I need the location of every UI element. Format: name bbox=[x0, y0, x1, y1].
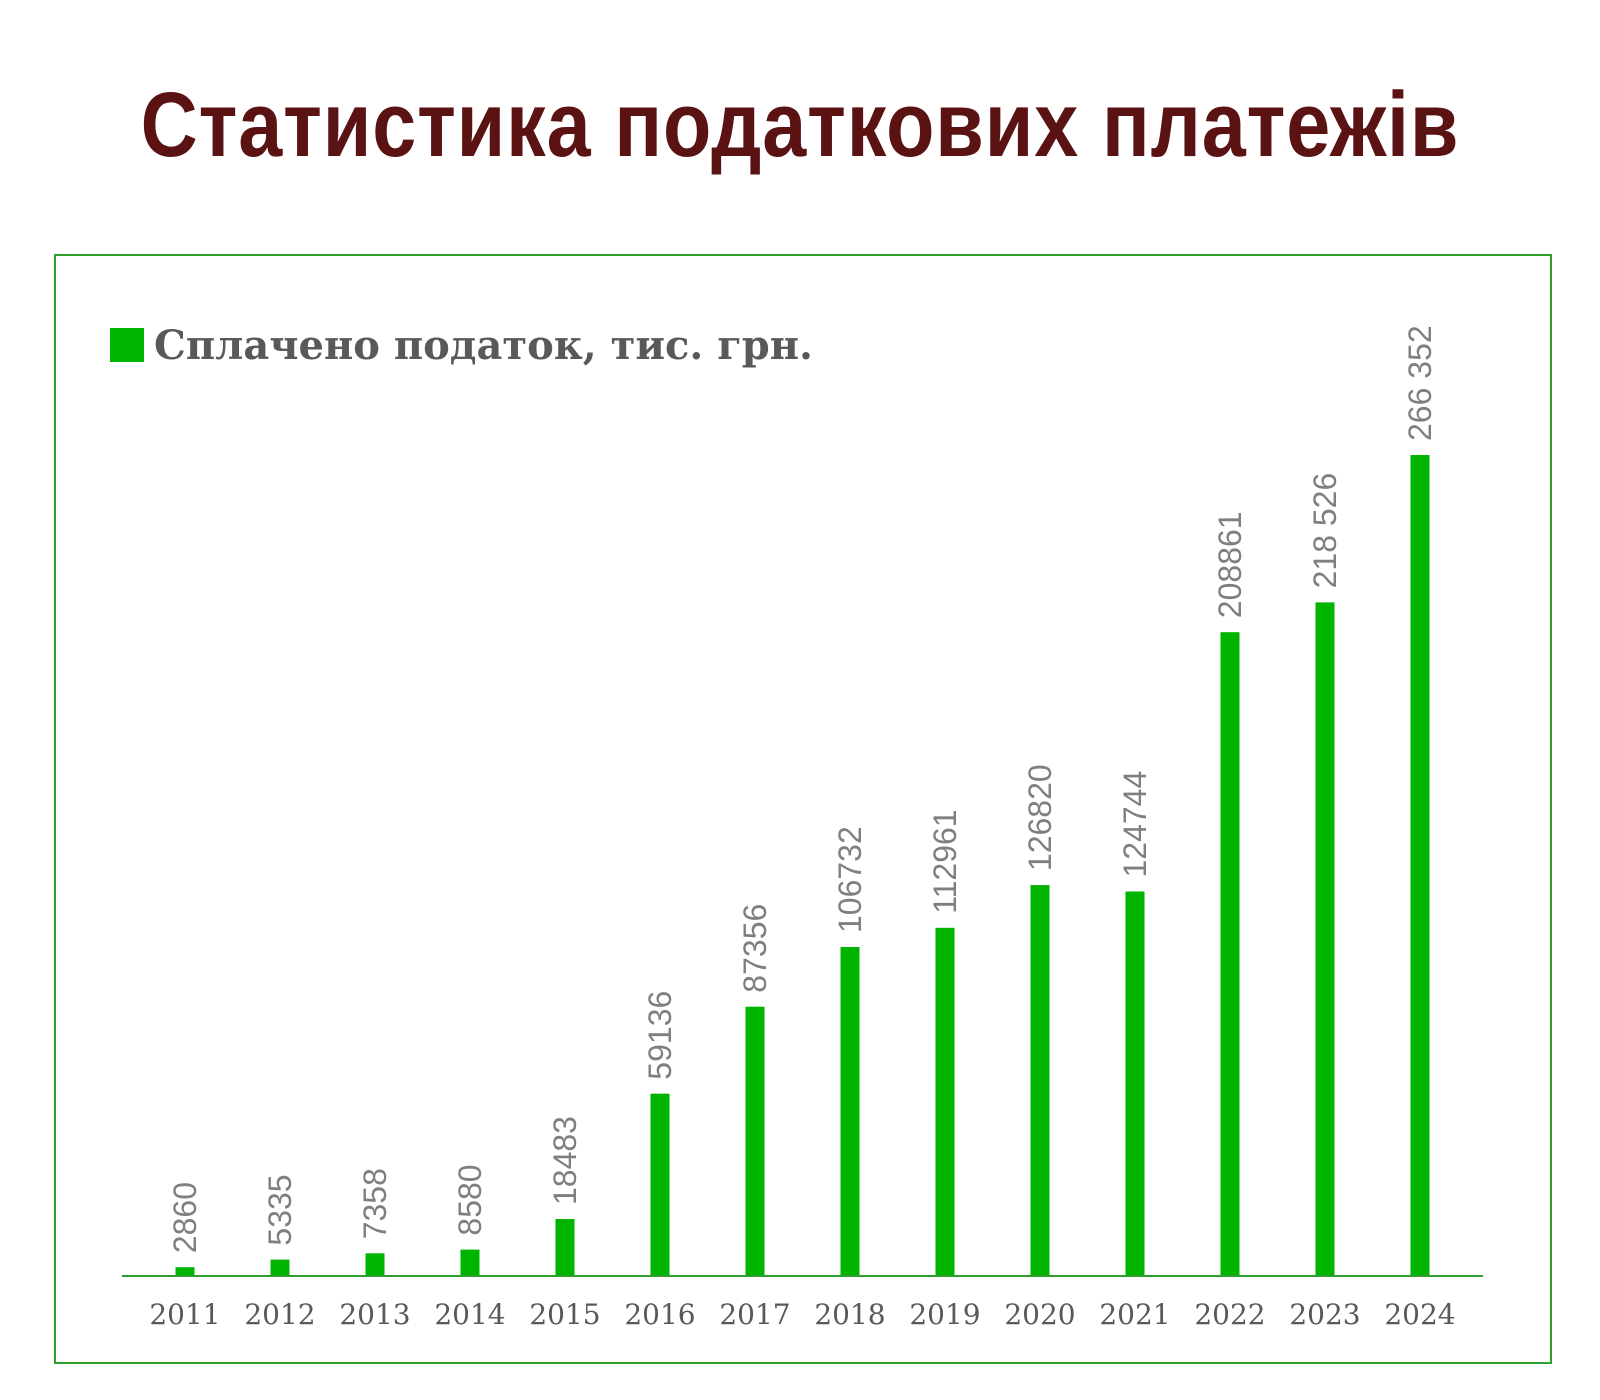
bar-2020 bbox=[1030, 885, 1050, 1276]
data-label-2015: 18483 bbox=[547, 1116, 583, 1205]
x-tick-label-2020: 2020 bbox=[1004, 1298, 1075, 1331]
x-tick-label-2015: 2015 bbox=[529, 1298, 600, 1331]
bar-2014 bbox=[460, 1249, 480, 1276]
legend-swatch bbox=[110, 328, 144, 362]
bar-2019 bbox=[935, 927, 955, 1276]
data-label-2011: 2860 bbox=[167, 1182, 203, 1253]
x-tick-labels-layer: 2011 2012 2013 2014 2015 2016 2017 2018 2019 2020… bbox=[149, 1298, 1455, 1331]
data-label-2021: 124744 bbox=[1117, 771, 1153, 878]
x-tick-label-2011: 2011 bbox=[149, 1298, 220, 1331]
bar-2022 bbox=[1220, 632, 1240, 1276]
bar-2021 bbox=[1125, 891, 1145, 1276]
page-title: Статистика податкових платежів bbox=[140, 74, 1460, 176]
x-tick-label-2012: 2012 bbox=[244, 1298, 315, 1331]
legend-label: Сплачено податок, тис. грн. bbox=[154, 321, 813, 369]
bar-2015 bbox=[555, 1219, 575, 1276]
legend: Сплачено податок, тис. грн. bbox=[110, 321, 813, 369]
data-label-2014: 8580 bbox=[452, 1164, 488, 1235]
x-tick-label-2014: 2014 bbox=[434, 1298, 505, 1331]
data-label-2017: 87356 bbox=[737, 904, 773, 993]
x-tick-label-2022: 2022 bbox=[1194, 1298, 1265, 1331]
data-label-2020: 126820 bbox=[1022, 764, 1058, 871]
data-label-2024: 266 352 bbox=[1402, 325, 1438, 441]
data-label-2012: 5335 bbox=[262, 1174, 298, 1245]
bar-2013 bbox=[365, 1253, 385, 1276]
data-label-2019: 112961 bbox=[927, 809, 963, 913]
x-tick-label-2016: 2016 bbox=[624, 1298, 695, 1331]
x-tick-label-2017: 2017 bbox=[719, 1298, 790, 1331]
bar-2018 bbox=[840, 947, 860, 1276]
data-label-2023: 218 526 bbox=[1307, 473, 1343, 589]
bar-2012 bbox=[270, 1259, 290, 1276]
x-tick-label-2024: 2024 bbox=[1384, 1298, 1455, 1331]
x-tick-label-2018: 2018 bbox=[814, 1298, 885, 1331]
data-label-2022: 208861 bbox=[1212, 511, 1248, 618]
data-label-2013: 7358 bbox=[357, 1168, 393, 1239]
data-label-2018: 106732 bbox=[832, 826, 868, 933]
x-tick-label-2019: 2019 bbox=[909, 1298, 980, 1331]
bar-2011 bbox=[175, 1267, 195, 1276]
x-tick-label-2013: 2013 bbox=[339, 1298, 410, 1331]
data-label-2016: 59136 bbox=[642, 991, 678, 1080]
data-labels-layer: 2860 5335 7358 8580 18483 59136 87356 106732 112… bbox=[167, 325, 1438, 1253]
bar-2017 bbox=[745, 1006, 765, 1276]
x-tick-label-2023: 2023 bbox=[1289, 1298, 1360, 1331]
bar-2024 bbox=[1410, 455, 1430, 1276]
chart-frame bbox=[54, 254, 1552, 1364]
bar-2023 bbox=[1315, 602, 1335, 1276]
bar-2016 bbox=[650, 1093, 670, 1276]
bars-layer bbox=[175, 455, 1430, 1276]
x-tick-label-2021: 2021 bbox=[1099, 1298, 1170, 1331]
